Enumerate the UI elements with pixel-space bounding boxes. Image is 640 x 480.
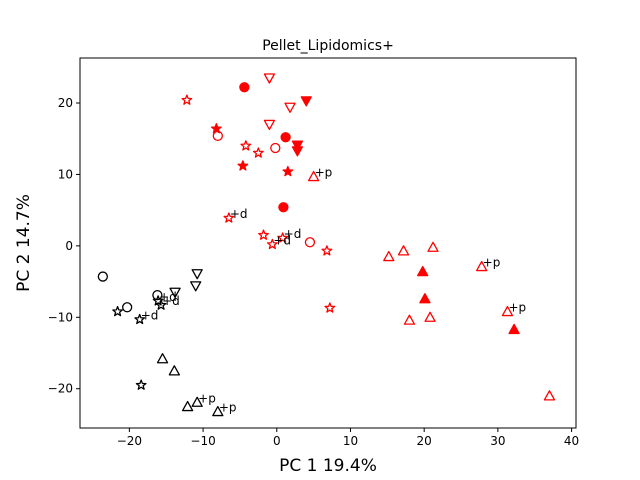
- axes-frame: [79, 57, 577, 429]
- data-point-red-circle: [239, 82, 250, 93]
- data-point-black-circle: [122, 302, 133, 313]
- data-point-red-star: [266, 238, 278, 250]
- plot-area: +d+d+d+p+p+p+d+d+d+p+p: [97, 73, 556, 417]
- x-tick-label: 0: [273, 434, 281, 448]
- y-tick-label: 10: [58, 167, 73, 181]
- point-annotation: +p: [483, 256, 501, 270]
- data-point-black-triangle-down: [191, 269, 203, 280]
- data-point-red-star: [252, 147, 264, 158]
- data-point-black-circle: [97, 271, 108, 282]
- chart-title: Pellet_Lipidomics+: [262, 38, 394, 54]
- data-point-red-triangle-up: [501, 305, 514, 317]
- data-point-red-circle: [304, 237, 316, 248]
- point-annotation: +d: [230, 207, 248, 221]
- data-point-red-star: [282, 165, 294, 177]
- x-tick-label: −10: [190, 434, 215, 448]
- data-point-black-triangle-down: [190, 281, 202, 292]
- y-axis-label: PC 2 14.7%: [14, 194, 34, 292]
- data-point-red-star: [210, 123, 222, 134]
- x-axis-label: PC 1 19.4%: [279, 456, 377, 476]
- y-axis: −20 −10 0 10 20: [48, 96, 80, 396]
- data-point-red-triangle-up: [307, 170, 320, 182]
- data-point-red-triangle-down: [284, 102, 296, 113]
- data-point-black-triangle-up: [181, 400, 194, 412]
- data-point-red-triangle-down: [263, 119, 276, 131]
- point-annotation: +p: [508, 301, 526, 315]
- point-annotation: +d: [141, 308, 159, 322]
- data-point-black-star: [135, 379, 147, 390]
- data-point-red-star: [277, 232, 289, 243]
- x-tick-label: −20: [117, 434, 142, 448]
- data-point-black-star: [134, 313, 146, 325]
- data-point-black-star: [155, 299, 167, 310]
- data-point-red-triangle-up: [427, 241, 439, 252]
- data-point-red-star: [240, 140, 252, 151]
- data-point-red-triangle-up: [543, 390, 556, 401]
- point-annotation: +d: [159, 290, 177, 304]
- data-point-red-triangle-up: [417, 265, 429, 277]
- data-point-red-circle: [280, 132, 291, 143]
- data-point-red-triangle-up: [419, 293, 431, 304]
- x-tick-label: 40: [564, 434, 579, 448]
- data-point-red-triangle-up: [403, 314, 416, 325]
- data-point-red-triangle-up: [397, 245, 410, 256]
- data-point-red-circle: [278, 202, 289, 213]
- data-point-red-star: [321, 245, 333, 256]
- data-point-red-triangle-up: [476, 260, 488, 272]
- point-annotation: +p: [198, 391, 216, 405]
- data-point-red-triangle-down: [291, 146, 304, 157]
- y-tick-label: −10: [48, 310, 73, 324]
- data-point-red-star: [181, 94, 193, 105]
- point-annotation: +d: [273, 233, 291, 247]
- data-point-black-triangle-down: [169, 287, 181, 298]
- x-axis: −20 −10 0 10 20 30 40: [117, 428, 579, 448]
- point-annotation: +d: [162, 294, 180, 308]
- data-point-red-star: [324, 302, 336, 313]
- data-point-black-triangle-up: [168, 365, 180, 376]
- data-point-red-triangle-down: [300, 96, 312, 107]
- y-tick-label: −20: [48, 382, 73, 396]
- y-tick-label: 20: [58, 96, 73, 110]
- data-point-red-triangle-up: [383, 250, 395, 262]
- data-point-red-star: [237, 160, 249, 171]
- data-point-black-star: [112, 305, 123, 317]
- data-point-red-star: [258, 229, 269, 240]
- point-annotation: +d: [284, 227, 302, 241]
- data-point-black-triangle-up: [156, 353, 169, 364]
- x-tick-label: 10: [343, 434, 358, 448]
- data-point-red-circle: [270, 142, 281, 154]
- x-tick-label: 30: [490, 434, 505, 448]
- data-point-red-triangle-up: [424, 311, 436, 322]
- data-point-black-triangle-up: [191, 396, 203, 407]
- y-tick-label: 0: [65, 239, 73, 253]
- data-point-red-triangle-up: [508, 323, 520, 335]
- data-point-black-circle: [152, 289, 163, 301]
- data-point-red-triangle-down: [263, 73, 276, 84]
- x-tick-label: 20: [417, 434, 432, 448]
- data-point-red-star: [223, 212, 235, 223]
- data-point-black-triangle-up: [212, 405, 224, 417]
- point-annotation: +p: [315, 166, 333, 180]
- data-point-red-triangle-down: [291, 140, 304, 151]
- point-annotation: +p: [219, 401, 237, 415]
